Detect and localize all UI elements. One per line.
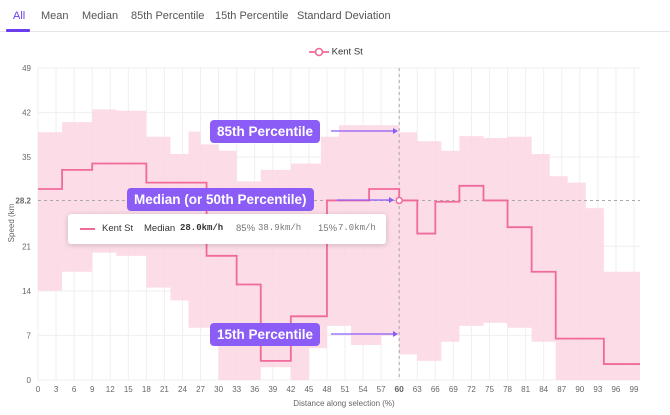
x-tick-label: 60 bbox=[394, 384, 404, 394]
x-tick-label: 42 bbox=[286, 385, 295, 394]
tooltip-median-label: Median bbox=[144, 223, 176, 234]
annotation-85th: 85th Percentile bbox=[210, 120, 321, 143]
x-tick-label: 78 bbox=[503, 385, 512, 394]
y-tick-label: 7 bbox=[27, 331, 32, 340]
y-tick-label: 49 bbox=[22, 64, 31, 73]
annotation-median-arrow-head bbox=[389, 197, 394, 203]
annotation-median: Median (or 50th Percentile) bbox=[127, 188, 314, 211]
tooltip-series: Kent St bbox=[102, 223, 134, 234]
x-tick-label: 15 bbox=[124, 385, 133, 394]
percentile-band bbox=[38, 109, 640, 380]
annotation-15th: 15th Percentile bbox=[210, 323, 321, 346]
legend-label: Kent St bbox=[331, 46, 363, 58]
active-tab-indicator bbox=[6, 29, 30, 32]
y-axis-label: Speed (km bbox=[7, 203, 16, 242]
x-tick-label: 30 bbox=[214, 385, 223, 394]
tooltip-median-value: 28.0km/h bbox=[180, 223, 224, 233]
y-tick-label: 28.2 bbox=[15, 196, 31, 205]
x-tick-label: 75 bbox=[485, 385, 494, 394]
x-tick-label: 27 bbox=[196, 385, 205, 394]
highlight-point bbox=[395, 196, 403, 205]
y-tick-label: 21 bbox=[22, 242, 31, 251]
annotation-85th-arrow-head bbox=[393, 128, 398, 134]
y-tick-label: 42 bbox=[22, 109, 31, 118]
x-tick-label: 93 bbox=[593, 385, 602, 394]
x-tick-label: 84 bbox=[539, 385, 548, 394]
x-tick-label: 69 bbox=[449, 385, 458, 394]
tooltip-15-value: 7.0km/h bbox=[338, 223, 376, 233]
x-tick-label: 0 bbox=[36, 385, 41, 394]
x-tick-label: 9 bbox=[90, 385, 95, 394]
x-tick-label: 63 bbox=[413, 385, 422, 394]
x-tick-label: 12 bbox=[106, 385, 115, 394]
x-tick-label: 96 bbox=[611, 385, 620, 394]
y-tick-label: 0 bbox=[27, 376, 32, 385]
median-line[interactable] bbox=[38, 162, 640, 365]
hover-tooltip: Kent St Median 28.0km/h 85% 38.9km/h 15%… bbox=[68, 214, 386, 244]
x-tick-label: 39 bbox=[268, 385, 277, 394]
tab-85th-percentile[interactable]: 85th Percentile bbox=[131, 10, 205, 22]
x-tick-label: 57 bbox=[377, 385, 386, 394]
x-tick-label: 33 bbox=[232, 385, 241, 394]
x-tick-label: 81 bbox=[521, 385, 530, 394]
chart-tabs: All Mean Median 85th Percentile 15th Per… bbox=[0, 0, 670, 32]
x-tick-label: 54 bbox=[359, 385, 368, 394]
x-tick-label: 66 bbox=[431, 385, 440, 394]
x-tick-label: 45 bbox=[304, 385, 313, 394]
tab-standard-deviation[interactable]: Standard Deviation bbox=[297, 10, 391, 22]
x-tick-label: 18 bbox=[142, 385, 151, 394]
tab-15th-percentile[interactable]: 15th Percentile bbox=[215, 10, 289, 22]
x-tick-label: 99 bbox=[630, 385, 639, 394]
x-tick-label: 3 bbox=[54, 385, 59, 394]
tooltip-85-label: 85% bbox=[236, 223, 256, 234]
x-tick-label: 51 bbox=[341, 385, 350, 394]
x-tick-label: 36 bbox=[250, 385, 259, 394]
tooltip-line-swatch bbox=[80, 228, 95, 230]
chart-legend[interactable]: Kent St bbox=[309, 46, 363, 58]
x-tick-label: 6 bbox=[72, 385, 77, 394]
tab-mean[interactable]: Mean bbox=[41, 10, 69, 22]
tab-median[interactable]: Median bbox=[82, 10, 119, 22]
tooltip-15-label: 15% bbox=[318, 223, 338, 234]
x-tick-label: 90 bbox=[575, 385, 584, 394]
legend-line-icon bbox=[309, 47, 329, 57]
x-tick-label: 87 bbox=[557, 385, 566, 394]
x-tick-label: 21 bbox=[160, 385, 169, 394]
x-tick-label: 48 bbox=[323, 385, 332, 394]
x-axis-label: Distance along selection (%) bbox=[293, 399, 395, 408]
x-tick-label: 24 bbox=[178, 385, 187, 394]
tooltip-85-value: 38.9km/h bbox=[258, 223, 302, 233]
y-tick-label: 14 bbox=[22, 287, 31, 296]
tab-all[interactable]: All bbox=[13, 10, 26, 22]
x-tick-label: 72 bbox=[467, 385, 476, 394]
annotation-15th-arrow-head bbox=[393, 331, 398, 337]
y-tick-label: 35 bbox=[22, 153, 31, 162]
